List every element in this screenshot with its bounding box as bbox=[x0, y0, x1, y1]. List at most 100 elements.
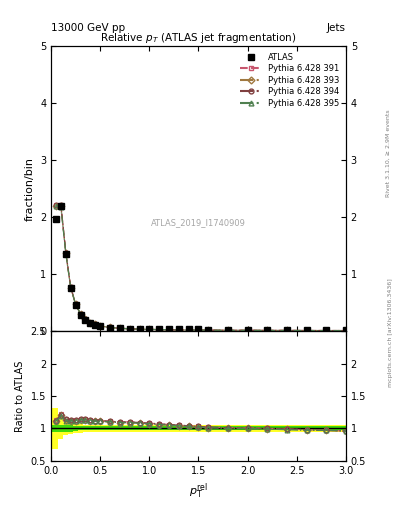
Pythia 6.428 395 bbox=[83, 316, 88, 322]
Pythia 6.428 391 bbox=[118, 325, 122, 331]
Pythia 6.428 394 bbox=[206, 327, 211, 333]
Line: Pythia 6.428 393: Pythia 6.428 393 bbox=[53, 203, 348, 333]
Pythia 6.428 394 bbox=[157, 327, 162, 333]
Pythia 6.428 391 bbox=[285, 327, 289, 333]
Pythia 6.428 391 bbox=[64, 249, 68, 255]
Pythia 6.428 393 bbox=[83, 316, 88, 322]
Title: Relative $p_T$ (ATLAS jet fragmentation): Relative $p_T$ (ATLAS jet fragmentation) bbox=[100, 31, 297, 45]
Pythia 6.428 391 bbox=[343, 328, 348, 334]
Pythia 6.428 395 bbox=[137, 326, 142, 332]
Pythia 6.428 395 bbox=[167, 327, 171, 333]
Pythia 6.428 393 bbox=[157, 327, 162, 333]
Pythia 6.428 393 bbox=[64, 250, 68, 256]
Pythia 6.428 391 bbox=[78, 311, 83, 317]
Pythia 6.428 391 bbox=[265, 327, 270, 333]
Pythia 6.428 393 bbox=[304, 328, 309, 334]
Pythia 6.428 393 bbox=[118, 325, 122, 331]
Pythia 6.428 394 bbox=[68, 284, 73, 290]
Pythia 6.428 395 bbox=[127, 326, 132, 332]
Pythia 6.428 391 bbox=[206, 327, 211, 333]
Y-axis label: fraction/bin: fraction/bin bbox=[24, 157, 35, 221]
Pythia 6.428 394 bbox=[304, 328, 309, 334]
Pythia 6.428 394 bbox=[167, 327, 171, 333]
Pythia 6.428 395 bbox=[226, 327, 230, 333]
Pythia 6.428 394 bbox=[343, 328, 348, 334]
Pythia 6.428 395 bbox=[88, 319, 93, 326]
Pythia 6.428 395 bbox=[73, 302, 78, 308]
Line: Pythia 6.428 394: Pythia 6.428 394 bbox=[53, 203, 348, 333]
Pythia 6.428 394 bbox=[324, 328, 329, 334]
Pythia 6.428 395 bbox=[68, 285, 73, 291]
Pythia 6.428 391 bbox=[226, 327, 230, 333]
Pythia 6.428 391 bbox=[83, 316, 88, 322]
Pythia 6.428 393 bbox=[196, 327, 201, 333]
Pythia 6.428 393 bbox=[59, 203, 63, 209]
Pythia 6.428 391 bbox=[108, 325, 112, 331]
Text: ATLAS_2019_I1740909: ATLAS_2019_I1740909 bbox=[151, 218, 246, 227]
Pythia 6.428 391 bbox=[196, 327, 201, 333]
Pythia 6.428 393 bbox=[78, 311, 83, 317]
Pythia 6.428 395 bbox=[59, 204, 63, 210]
Pythia 6.428 395 bbox=[157, 327, 162, 333]
Text: Jets: Jets bbox=[327, 23, 346, 33]
Pythia 6.428 394 bbox=[59, 202, 63, 208]
Pythia 6.428 393 bbox=[324, 328, 329, 334]
Pythia 6.428 393 bbox=[98, 323, 103, 329]
Pythia 6.428 394 bbox=[83, 316, 88, 322]
Legend: ATLAS, Pythia 6.428 391, Pythia 6.428 393, Pythia 6.428 394, Pythia 6.428 395: ATLAS, Pythia 6.428 391, Pythia 6.428 39… bbox=[238, 50, 342, 110]
Pythia 6.428 395 bbox=[118, 325, 122, 331]
Pythia 6.428 395 bbox=[304, 328, 309, 334]
Pythia 6.428 391 bbox=[176, 327, 181, 333]
Pythia 6.428 395 bbox=[64, 250, 68, 257]
Pythia 6.428 395 bbox=[98, 323, 103, 329]
Pythia 6.428 395 bbox=[176, 327, 181, 333]
Pythia 6.428 393 bbox=[127, 326, 132, 332]
Pythia 6.428 393 bbox=[285, 327, 289, 333]
Pythia 6.428 393 bbox=[108, 325, 112, 331]
Pythia 6.428 391 bbox=[98, 323, 103, 329]
Pythia 6.428 391 bbox=[59, 203, 63, 209]
Line: Pythia 6.428 395: Pythia 6.428 395 bbox=[53, 204, 348, 333]
Pythia 6.428 394 bbox=[147, 326, 152, 332]
Pythia 6.428 394 bbox=[64, 249, 68, 255]
Pythia 6.428 394 bbox=[245, 327, 250, 333]
Pythia 6.428 395 bbox=[285, 327, 289, 333]
Pythia 6.428 395 bbox=[93, 322, 98, 328]
Pythia 6.428 393 bbox=[226, 327, 230, 333]
Pythia 6.428 395 bbox=[147, 326, 152, 332]
Pythia 6.428 394 bbox=[137, 326, 142, 332]
Pythia 6.428 394 bbox=[265, 327, 270, 333]
Pythia 6.428 395 bbox=[78, 311, 83, 317]
Pythia 6.428 391 bbox=[186, 327, 191, 333]
Pythia 6.428 394 bbox=[73, 302, 78, 308]
Pythia 6.428 394 bbox=[93, 322, 98, 328]
Pythia 6.428 391 bbox=[147, 326, 152, 332]
Pythia 6.428 394 bbox=[78, 311, 83, 317]
X-axis label: $p_{\mathrm{T}}^{\mathrm{rel}}$: $p_{\mathrm{T}}^{\mathrm{rel}}$ bbox=[189, 481, 208, 501]
Pythia 6.428 393 bbox=[343, 328, 348, 334]
Pythia 6.428 394 bbox=[53, 202, 59, 208]
Text: 13000 GeV pp: 13000 GeV pp bbox=[51, 23, 125, 33]
Pythia 6.428 395 bbox=[108, 325, 112, 331]
Pythia 6.428 394 bbox=[88, 319, 93, 326]
Pythia 6.428 393 bbox=[147, 326, 152, 332]
Text: Rivet 3.1.10, ≥ 2.9M events: Rivet 3.1.10, ≥ 2.9M events bbox=[386, 110, 391, 198]
Pythia 6.428 395 bbox=[245, 327, 250, 333]
Pythia 6.428 391 bbox=[324, 328, 329, 334]
Pythia 6.428 391 bbox=[304, 328, 309, 334]
Pythia 6.428 394 bbox=[98, 323, 103, 329]
Pythia 6.428 395 bbox=[206, 327, 211, 333]
Pythia 6.428 394 bbox=[176, 327, 181, 333]
Pythia 6.428 393 bbox=[186, 327, 191, 333]
Pythia 6.428 393 bbox=[53, 203, 59, 209]
Pythia 6.428 391 bbox=[53, 202, 59, 208]
Pythia 6.428 394 bbox=[226, 327, 230, 333]
Pythia 6.428 393 bbox=[68, 285, 73, 291]
Pythia 6.428 394 bbox=[196, 327, 201, 333]
Pythia 6.428 391 bbox=[157, 327, 162, 333]
Text: mcplots.cern.ch [arXiv:1306.3436]: mcplots.cern.ch [arXiv:1306.3436] bbox=[387, 279, 393, 387]
Pythia 6.428 393 bbox=[265, 327, 270, 333]
Pythia 6.428 394 bbox=[285, 327, 289, 333]
Pythia 6.428 391 bbox=[73, 302, 78, 308]
Line: Pythia 6.428 391: Pythia 6.428 391 bbox=[53, 202, 348, 333]
